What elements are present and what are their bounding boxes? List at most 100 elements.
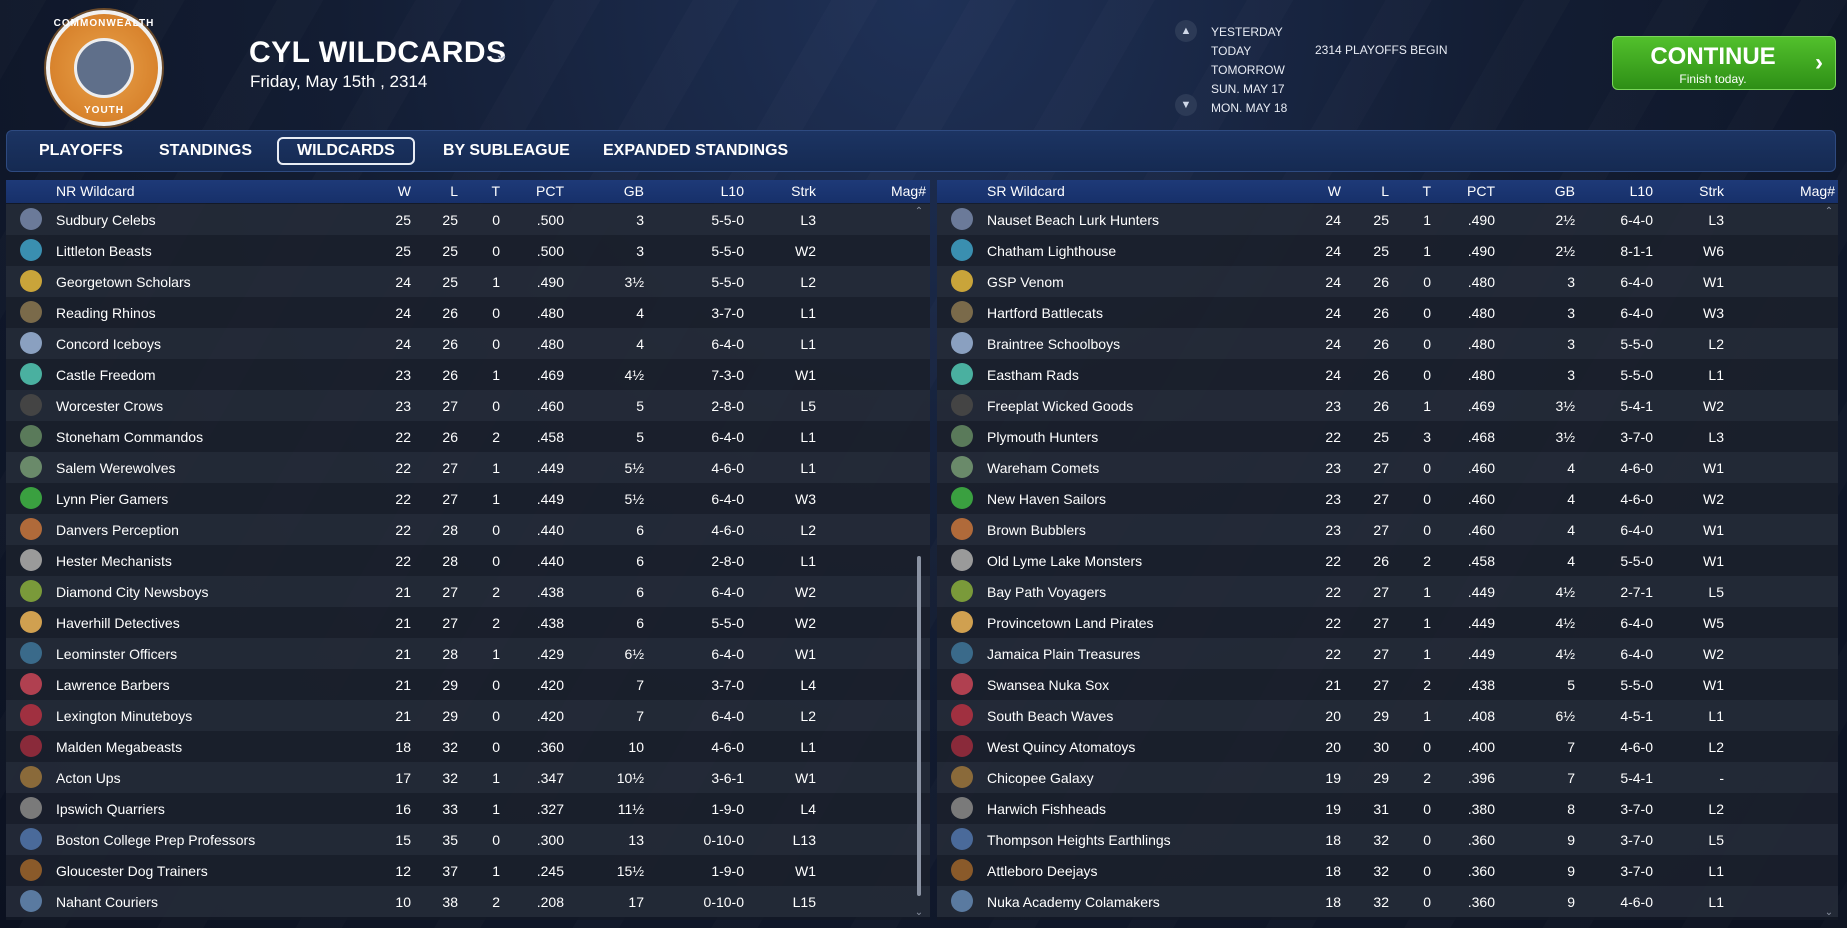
- team-name[interactable]: Diamond City Newsboys: [56, 584, 209, 600]
- table-row[interactable]: South Beach Waves 20 29 1 .408 6½ 4-5-1 L1: [937, 700, 1838, 731]
- team-name[interactable]: Littleton Beasts: [56, 243, 152, 259]
- team-name[interactable]: Freeplat Wicked Goods: [987, 398, 1134, 414]
- table-row[interactable]: Gloucester Dog Trainers 12 37 1 .245 15½ 1-9-0…: [6, 855, 930, 886]
- tab-expanded-standings[interactable]: EXPANDED STANDINGS: [603, 142, 789, 159]
- table-row[interactable]: Bay Path Voyagers 22 27 1 .449 4½ 2-7-1 L5: [937, 576, 1838, 607]
- table-row[interactable]: Castle Freedom 23 26 1 .469 4½ 7-3-0 W1: [6, 359, 930, 390]
- team-name[interactable]: Castle Freedom: [56, 367, 156, 383]
- table-row[interactable]: Haverhill Detectives 21 27 2 .438 6 5-5-0 W2: [6, 607, 930, 638]
- table-row[interactable]: West Quincy Atomatoys 20 30 0 .400 7 4-6-0 L2: [937, 731, 1838, 762]
- table-row[interactable]: Diamond City Newsboys 21 27 2 .438 6 6-4-0 W2: [6, 576, 930, 607]
- team-name[interactable]: Leominster Officers: [56, 646, 178, 662]
- table-row[interactable]: Sudbury Celebs 25 25 0 .500 3 5-5-0 L3: [6, 204, 930, 235]
- table-row[interactable]: Stoneham Commandos 22 26 2 .458 5 6-4-0 L1: [6, 421, 930, 452]
- col-l[interactable]: L: [450, 183, 458, 199]
- scroll-up-icon[interactable]: ⌃: [914, 206, 924, 217]
- team-name[interactable]: Lexington Minuteboys: [56, 708, 193, 724]
- table-row[interactable]: Freeplat Wicked Goods 23 26 1 .469 3½ 5-4-1 W2: [937, 390, 1838, 421]
- tab-by-subleague[interactable]: BY SUBLEAGUE: [443, 142, 570, 159]
- table-row[interactable]: Plymouth Hunters 22 25 3 .468 3½ 3-7-0 L3: [937, 421, 1838, 452]
- table-row[interactable]: Leominster Officers 21 28 1 .429 6½ 6-4-0 W1: [6, 638, 930, 669]
- col-strk[interactable]: Strk: [1699, 183, 1724, 199]
- table-row[interactable]: Attleboro Deejays 18 32 0 .360 9 3-7-0 L1: [937, 855, 1838, 886]
- team-name[interactable]: Danvers Perception: [56, 522, 179, 538]
- team-name[interactable]: Georgetown Scholars: [56, 274, 191, 290]
- col-w[interactable]: W: [397, 183, 411, 199]
- table-row[interactable]: Nahant Couriers 10 38 2 .208 17 0-10-0 L15: [6, 886, 930, 917]
- scroll-down-icon[interactable]: ⌄: [1824, 907, 1834, 918]
- team-name[interactable]: Plymouth Hunters: [987, 429, 1099, 445]
- table-row[interactable]: New Haven Sailors 23 27 0 .460 4 4-6-0 W2: [937, 483, 1838, 514]
- team-name[interactable]: Braintree Schoolboys: [987, 336, 1121, 352]
- table-row[interactable]: Lawrence Barbers 21 29 0 .420 7 3-7-0 L4: [6, 669, 930, 700]
- scroll-down-icon[interactable]: ⌄: [914, 907, 924, 918]
- team-name[interactable]: Provincetown Land Pirates: [987, 615, 1154, 631]
- scroll-up-icon[interactable]: ⌃: [1824, 206, 1834, 217]
- team-name[interactable]: Brown Bubblers: [987, 522, 1086, 538]
- col-mag[interactable]: Mag#: [1799, 183, 1835, 199]
- col-w[interactable]: W: [1327, 183, 1341, 199]
- col-pct[interactable]: PCT: [536, 183, 564, 199]
- date-today[interactable]: TODAY: [1211, 44, 1252, 58]
- col-l[interactable]: L: [1381, 183, 1389, 199]
- team-name[interactable]: Stoneham Commandos: [56, 429, 204, 445]
- team-name[interactable]: Attleboro Deejays: [987, 863, 1098, 879]
- table-row[interactable]: Acton Ups 17 32 1 .347 10½ 3-6-1 W1: [6, 762, 930, 793]
- team-name[interactable]: Chatham Lighthouse: [987, 243, 1117, 259]
- team-name[interactable]: Harwich Fishheads: [987, 801, 1107, 817]
- date-sun[interactable]: SUN. MAY 17: [1211, 82, 1285, 96]
- table-row[interactable]: Chicopee Galaxy 19 29 2 .396 7 5-4-1 -: [937, 762, 1838, 793]
- date-down-icon[interactable]: ▼: [1175, 94, 1197, 116]
- table-row[interactable]: Reading Rhinos 24 26 0 .480 4 3-7-0 L1: [6, 297, 930, 328]
- team-name[interactable]: Swansea Nuka Sox: [987, 677, 1110, 693]
- table-row[interactable]: Littleton Beasts 25 25 0 .500 3 5-5-0 W2: [6, 235, 930, 266]
- team-name[interactable]: Eastham Rads: [987, 367, 1079, 383]
- col-strk[interactable]: Strk: [791, 183, 816, 199]
- team-name[interactable]: Nuka Academy Colamakers: [987, 894, 1160, 910]
- table-row[interactable]: Georgetown Scholars 24 25 1 .490 3½ 5-5-0 L2: [6, 266, 930, 297]
- col-mag[interactable]: Mag#: [890, 183, 926, 199]
- table-row[interactable]: Salem Werewolves 22 27 1 .449 5½ 4-6-0 L1: [6, 452, 930, 483]
- table-row[interactable]: Hartford Battlecats 24 26 0 .480 3 6-4-0 W3: [937, 297, 1838, 328]
- team-name[interactable]: Salem Werewolves: [56, 460, 176, 476]
- tab-standings[interactable]: STANDINGS: [159, 142, 253, 159]
- table-row[interactable]: Braintree Schoolboys 24 26 0 .480 3 5-5-0 L2: [937, 328, 1838, 359]
- team-name[interactable]: Worcester Crows: [56, 398, 164, 414]
- table-row[interactable]: Brown Bubblers 23 27 0 .460 4 6-4-0 W1: [937, 514, 1838, 545]
- team-name[interactable]: Sudbury Celebs: [56, 212, 156, 228]
- table-row[interactable]: Provincetown Land Pirates 22 27 1 .449 4½ 6-4-…: [937, 607, 1838, 638]
- table-row[interactable]: Eastham Rads 24 26 0 .480 3 5-5-0 L1: [937, 359, 1838, 390]
- table-row[interactable]: Concord Iceboys 24 26 0 .480 4 6-4-0 L1: [6, 328, 930, 359]
- col-gb[interactable]: GB: [1554, 183, 1575, 199]
- scrollbar[interactable]: ⌃ ⌄: [1824, 206, 1834, 918]
- date-mon[interactable]: MON. MAY 18: [1211, 101, 1288, 115]
- title-dropdown-chevron-icon[interactable]: ⌄: [494, 44, 510, 64]
- table-row[interactable]: Nauset Beach Lurk Hunters 24 25 1 .490 2½ 6-4-…: [937, 204, 1838, 235]
- tab-wildcards[interactable]: WILDCARDS: [277, 137, 415, 165]
- col-pct[interactable]: PCT: [1467, 183, 1495, 199]
- team-name[interactable]: Reading Rhinos: [56, 305, 156, 321]
- table-row[interactable]: Swansea Nuka Sox 21 27 2 .438 5 5-5-0 W1: [937, 669, 1838, 700]
- table-row[interactable]: Malden Megabeasts 18 32 0 .360 10 4-6-0 L1: [6, 731, 930, 762]
- team-name[interactable]: Hartford Battlecats: [987, 305, 1103, 321]
- col-gb[interactable]: GB: [623, 183, 644, 199]
- team-name[interactable]: Gloucester Dog Trainers: [56, 863, 208, 879]
- team-name[interactable]: Nahant Couriers: [56, 894, 158, 910]
- team-name[interactable]: Lawrence Barbers: [56, 677, 170, 693]
- table-row[interactable]: Thompson Heights Earthlings 18 32 0 .360 9 3-7…: [937, 824, 1838, 855]
- table-row[interactable]: Nuka Academy Colamakers 18 32 0 .360 9 4-6-0 L1: [937, 886, 1838, 917]
- date-tomorrow[interactable]: TOMORROW: [1211, 63, 1285, 77]
- team-name[interactable]: GSP Venom: [987, 274, 1064, 290]
- col-l10[interactable]: L10: [1629, 183, 1653, 199]
- table-row[interactable]: Hester Mechanists 22 28 0 .440 6 2-8-0 L1: [6, 545, 930, 576]
- date-up-icon[interactable]: ▲: [1175, 20, 1197, 42]
- team-name[interactable]: Wareham Comets: [987, 460, 1100, 476]
- team-name[interactable]: Ipswich Quarriers: [56, 801, 165, 817]
- team-name[interactable]: Acton Ups: [56, 770, 121, 786]
- table-row[interactable]: Lynn Pier Gamers 22 27 1 .449 5½ 6-4-0 W3: [6, 483, 930, 514]
- table-row[interactable]: Danvers Perception 22 28 0 .440 6 4-6-0 L2: [6, 514, 930, 545]
- col-t[interactable]: T: [1422, 183, 1431, 199]
- team-name[interactable]: Haverhill Detectives: [56, 615, 180, 631]
- team-name[interactable]: West Quincy Atomatoys: [987, 739, 1136, 755]
- table-row[interactable]: Lexington Minuteboys 21 29 0 .420 7 6-4-0 L2: [6, 700, 930, 731]
